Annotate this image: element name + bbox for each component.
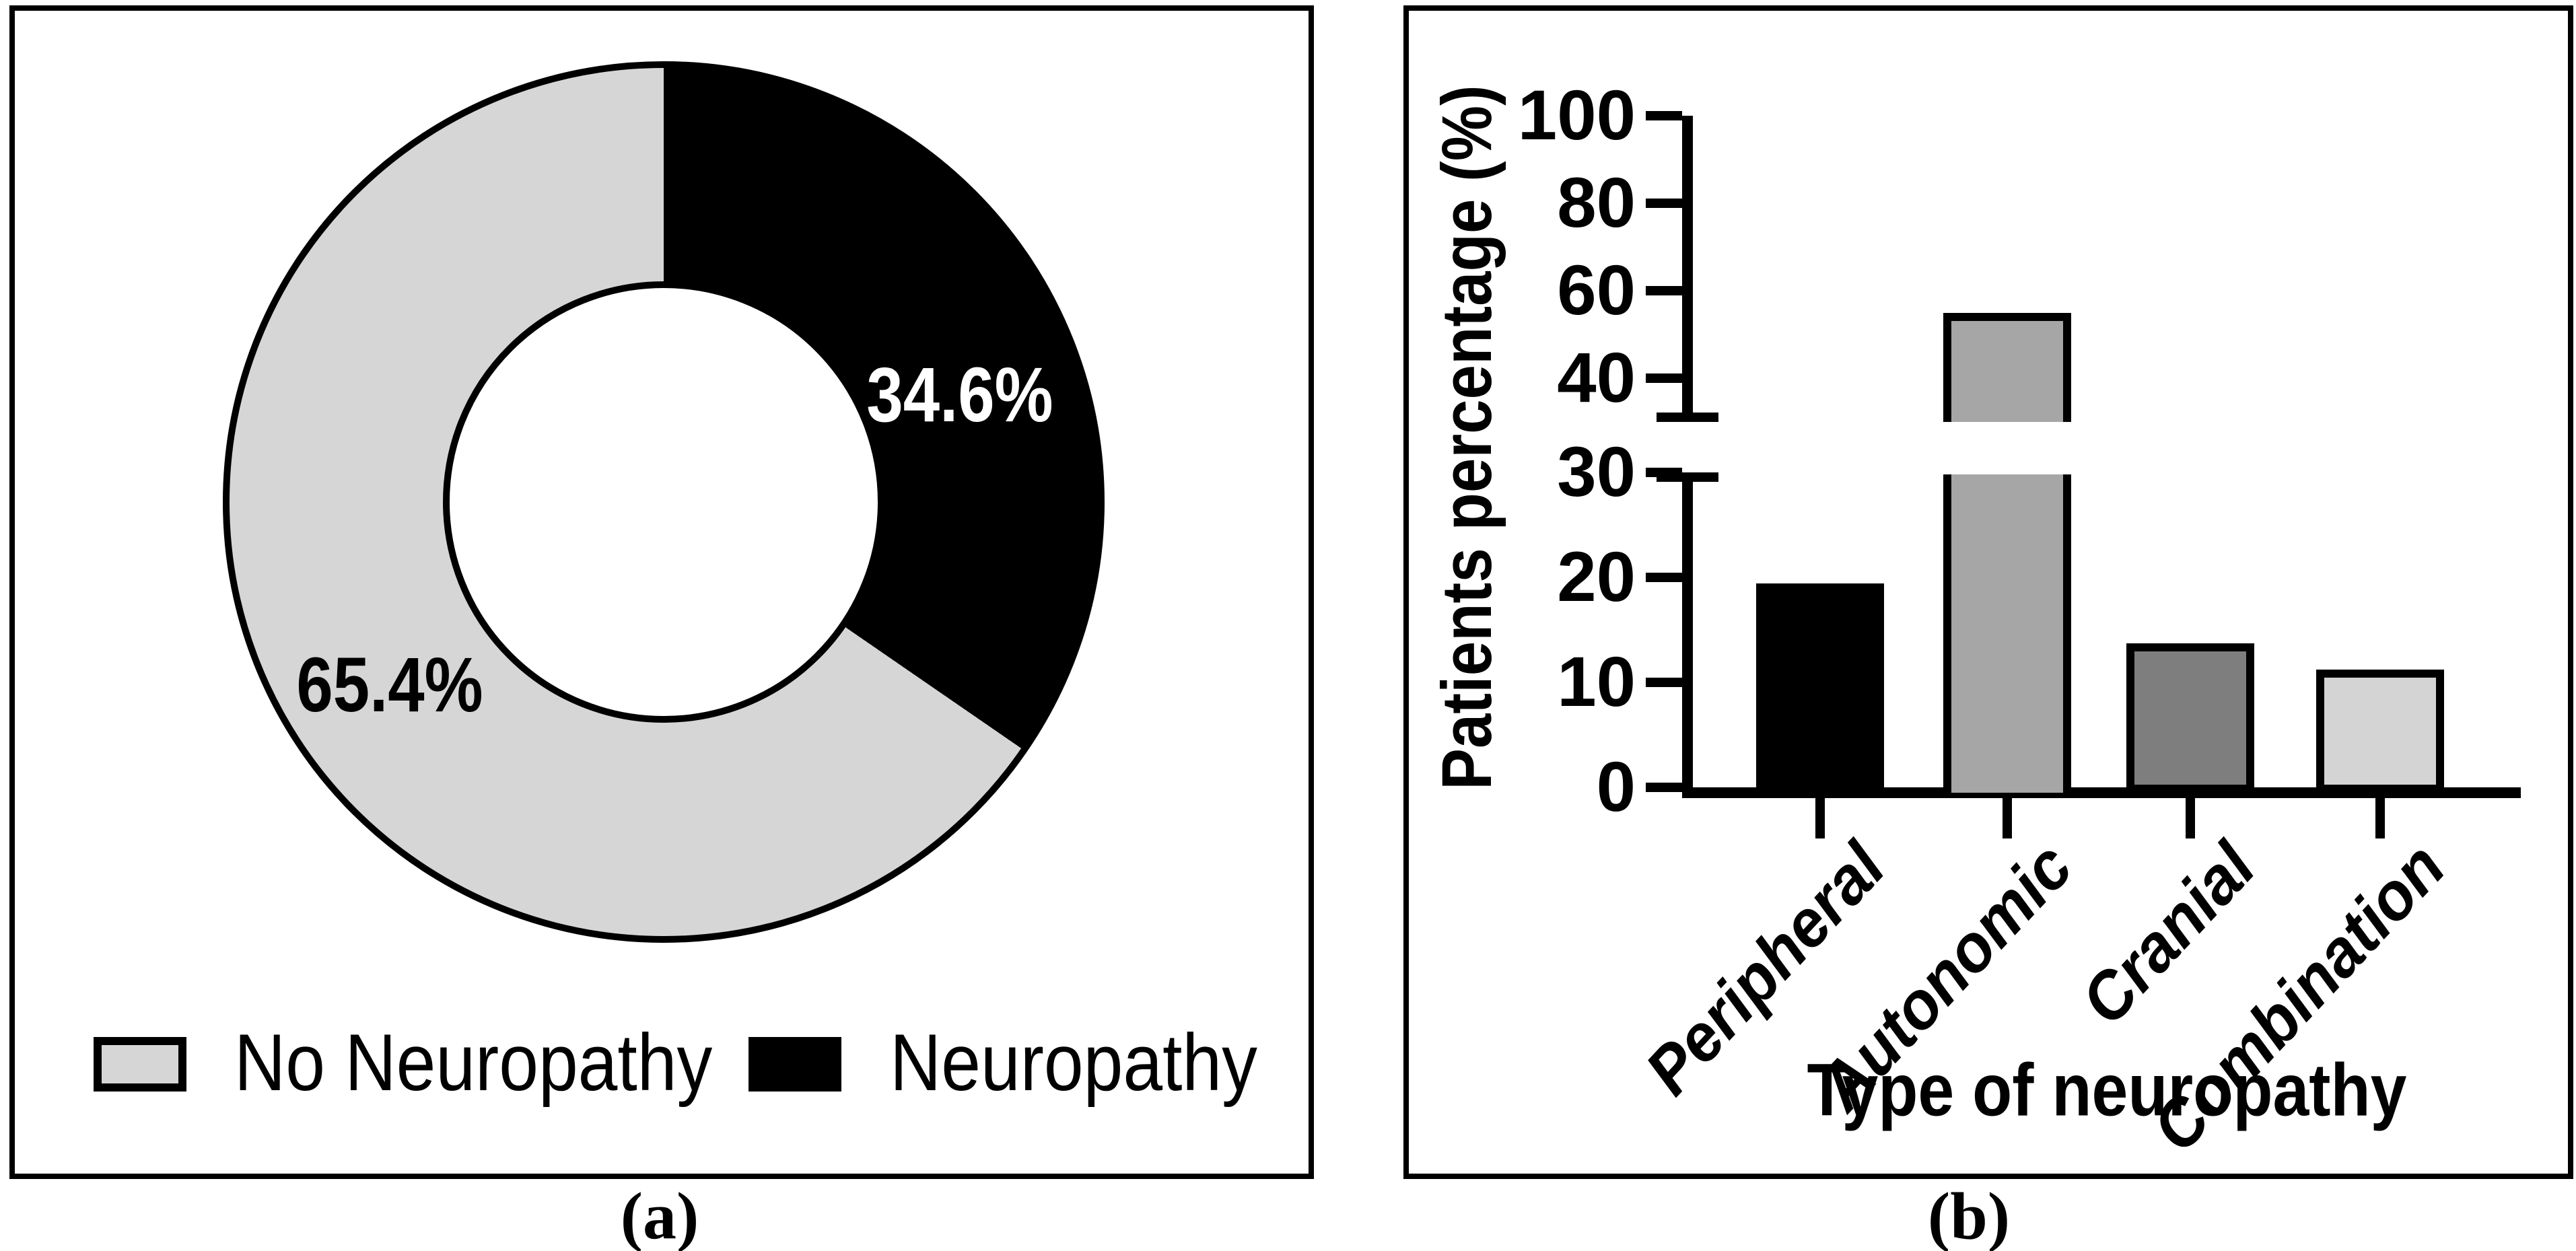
axis-break-upper-cap: [1657, 413, 1718, 422]
y-tick-label-80: 80: [1557, 164, 1636, 242]
y-tick-label-60: 60: [1557, 251, 1636, 330]
y-tick-label-20: 20: [1557, 538, 1636, 616]
bar-autonomic-upper: [1943, 313, 2071, 422]
donut-hole: [443, 281, 884, 723]
legend-swatch-no-neuropathy: [94, 1037, 186, 1092]
y-tick-mark-20: [1646, 573, 1682, 582]
x-tick-mark-cranial: [2186, 798, 2195, 838]
bar-cranial: [2126, 643, 2254, 793]
y-axis-lower-segment: [1682, 472, 1693, 798]
y-tick-mark-80: [1646, 199, 1682, 208]
pie-slice-label-neuropathy: 34.6%: [866, 352, 1053, 438]
y-axis-upper-segment: [1682, 116, 1693, 422]
y-tick-label-30: 30: [1557, 433, 1636, 511]
panel-a-caption: (a): [620, 1178, 699, 1251]
y-tick-label-10: 10: [1557, 643, 1636, 721]
y-tick-mark-60: [1646, 286, 1682, 295]
legend-label-no-neuropathy: No Neuropathy: [234, 1017, 713, 1108]
y-tick-mark-100: [1646, 111, 1682, 120]
legend-label-neuropathy: Neuropathy: [890, 1017, 1257, 1108]
x-tick-mark-autonomic: [2003, 798, 2012, 838]
x-tick-mark-peripheral: [1815, 798, 1825, 838]
y-tick-mark-40: [1646, 373, 1682, 383]
bar-autonomic-lower: [1943, 474, 2071, 793]
y-tick-label-0: 0: [1596, 748, 1636, 826]
bar-combination: [2316, 670, 2444, 793]
bar-peripheral: [1756, 583, 1884, 793]
y-tick-mark-30: [1646, 468, 1682, 477]
x-tick-mark-combination: [2375, 798, 2385, 838]
x-axis-line: [1682, 787, 2521, 798]
panel-b-caption: (b): [1927, 1178, 2011, 1251]
y-tick-label-100: 100: [1517, 76, 1636, 155]
y-tick-label-40: 40: [1557, 338, 1636, 417]
x-axis-title: Type of neuropathy: [1807, 1048, 2407, 1132]
y-tick-mark-10: [1646, 678, 1682, 687]
y-tick-mark-0: [1646, 783, 1682, 792]
pie-slice-label-no-neuropathy: 65.4%: [296, 642, 483, 728]
legend-swatch-neuropathy: [749, 1037, 841, 1092]
